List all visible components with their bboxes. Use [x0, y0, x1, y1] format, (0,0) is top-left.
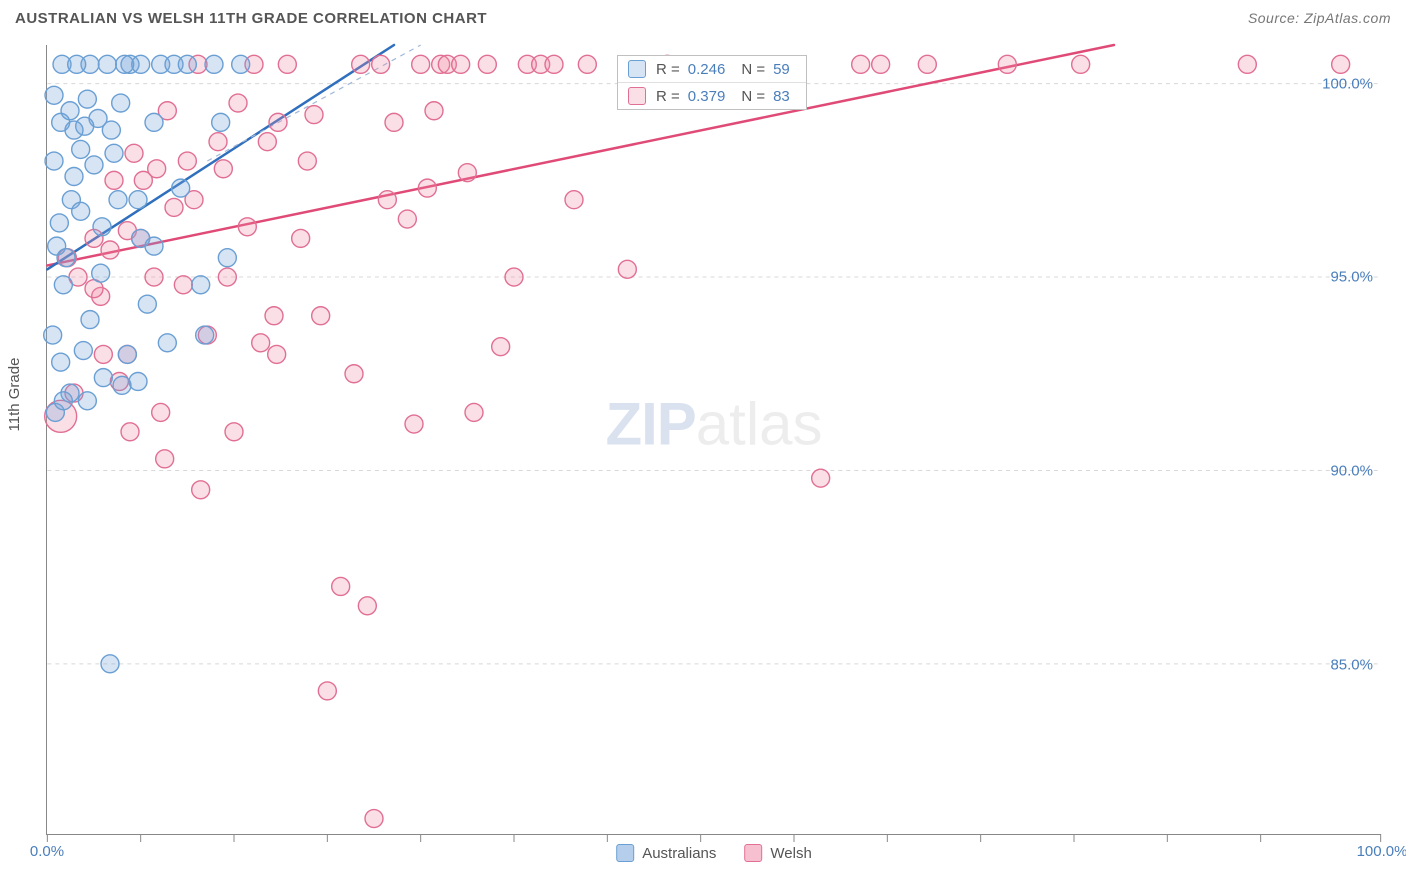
- y-tick-label: 90.0%: [1330, 462, 1373, 479]
- chart-title: AUSTRALIAN VS WELSH 11TH GRADE CORRELATI…: [15, 10, 487, 27]
- legend-item-welsh: Welsh: [744, 844, 811, 862]
- bottom-legend: Australians Welsh: [616, 844, 812, 862]
- scatter-plot: ZIPatlas R = 0.246 N = 59 R = 0.379 N = …: [46, 45, 1381, 835]
- y-tick-label: 100.0%: [1322, 75, 1373, 92]
- legend-swatch-australians: [616, 844, 634, 862]
- legend-swatch-welsh: [744, 844, 762, 862]
- stats-box: R = 0.246 N = 59 R = 0.379 N = 83: [617, 55, 807, 110]
- chart-header: AUSTRALIAN VS WELSH 11TH GRADE CORRELATI…: [15, 10, 1391, 38]
- chart-source: Source: ZipAtlas.com: [1248, 10, 1391, 26]
- y-tick-label: 85.0%: [1330, 656, 1373, 673]
- legend-item-australians: Australians: [616, 844, 716, 862]
- stats-swatch-welsh: [628, 87, 646, 105]
- stats-row-welsh: R = 0.379 N = 83: [618, 83, 806, 109]
- plot-svg: [47, 45, 1381, 834]
- x-tick-label: 100.0%: [1357, 843, 1406, 860]
- y-tick-label: 95.0%: [1330, 269, 1373, 286]
- y-axis-label: 11th Grade: [6, 358, 23, 432]
- x-tick-label: 0.0%: [30, 843, 64, 860]
- stats-swatch-australians: [628, 60, 646, 78]
- stats-row-australians: R = 0.246 N = 59: [618, 56, 806, 83]
